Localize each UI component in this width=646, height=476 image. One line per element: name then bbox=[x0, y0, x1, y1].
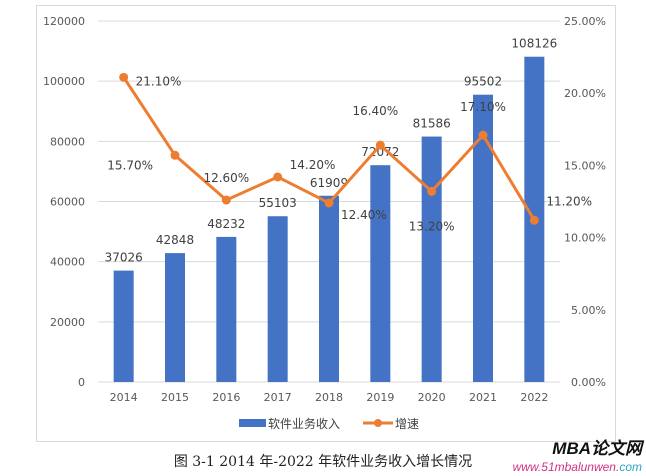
watermark-url: www.51mbalunwen.com bbox=[513, 460, 642, 474]
right-axis-tick: 20.00% bbox=[564, 87, 606, 100]
legend-line-label: 增速 bbox=[395, 417, 419, 431]
x-axis-tick: 2016 bbox=[212, 391, 240, 404]
growth-point bbox=[375, 140, 385, 150]
line-data-label: 12.40% bbox=[341, 208, 387, 222]
left-axis-tick: 60000 bbox=[50, 196, 85, 209]
legend-bar-label: 软件业务收入 bbox=[268, 416, 340, 431]
line-data-label: 11.20% bbox=[546, 194, 592, 208]
line-data-label: 12.60% bbox=[203, 171, 249, 185]
bar-data-label: 55103 bbox=[259, 196, 297, 210]
growth-point bbox=[221, 195, 231, 205]
left-axis-tick: 100000 bbox=[43, 75, 85, 88]
right-axis-tick: 0.00% bbox=[571, 376, 606, 389]
bar-data-label: 37026 bbox=[105, 251, 143, 265]
watermark-url-tld: com bbox=[619, 460, 642, 474]
bar-data-label: 48232 bbox=[207, 217, 245, 231]
right-axis-tick: 5.00% bbox=[571, 304, 606, 317]
line-data-label: 16.40% bbox=[352, 104, 398, 118]
line-data-label: 13.20% bbox=[409, 219, 455, 233]
growth-point bbox=[427, 186, 437, 196]
line-data-label: 21.10% bbox=[136, 74, 182, 88]
watermark-url-main: www.51mbalunwen. bbox=[512, 460, 620, 474]
figure-caption: 图 3-1 2014 年-2022 年软件业务收入增长情况 bbox=[173, 454, 473, 470]
x-axis-tick: 2021 bbox=[469, 391, 497, 404]
x-axis-tick: 2018 bbox=[315, 391, 343, 404]
bar-data-label: 42848 bbox=[156, 233, 194, 247]
right-axis-tick: 25.00% bbox=[564, 15, 606, 28]
right-axis-tick: 15.00% bbox=[564, 159, 606, 172]
bar-data-label: 108126 bbox=[511, 37, 557, 51]
x-axis-tick: 2015 bbox=[161, 391, 189, 404]
left-axis-tick: 20000 bbox=[50, 316, 85, 329]
watermark-logo: MBA论文网 bbox=[552, 439, 642, 458]
left-axis-tick: 40000 bbox=[50, 256, 85, 269]
bar bbox=[267, 216, 288, 382]
bar bbox=[370, 165, 391, 382]
legend-line-marker bbox=[374, 419, 382, 427]
bar-data-label: 61909 bbox=[310, 176, 348, 190]
bar bbox=[473, 94, 493, 382]
left-axis-tick: 0 bbox=[78, 376, 85, 389]
growth-point bbox=[170, 150, 180, 160]
growth-point bbox=[273, 172, 283, 182]
growth-point bbox=[478, 130, 488, 140]
x-axis-tick: 2022 bbox=[520, 391, 548, 404]
x-axis-tick: 2019 bbox=[366, 391, 394, 404]
chart-frame bbox=[36, 5, 616, 442]
growth-point bbox=[324, 198, 334, 208]
line-data-label: 15.70% bbox=[107, 158, 153, 172]
x-axis-tick: 2017 bbox=[264, 391, 292, 404]
bar bbox=[421, 136, 442, 382]
left-axis-tick: 120000 bbox=[43, 15, 85, 28]
x-axis-tick: 2014 bbox=[110, 391, 138, 404]
bar bbox=[319, 195, 339, 382]
bar bbox=[113, 270, 134, 382]
line-data-label: 17.10% bbox=[460, 100, 506, 114]
bar-data-label: 95502 bbox=[464, 75, 502, 89]
growth-point bbox=[529, 215, 539, 225]
right-axis-tick: 10.00% bbox=[564, 232, 606, 245]
legend-bar-swatch bbox=[239, 419, 266, 427]
bar bbox=[165, 253, 185, 382]
chart: 0 20000 40000 60000 80000 100000 120000 0.00% 5.… bbox=[43, 15, 606, 431]
left-axis-tick: 80000 bbox=[50, 135, 85, 148]
line-data-label: 14.20% bbox=[290, 158, 336, 172]
bar bbox=[216, 236, 237, 382]
growth-point bbox=[119, 72, 129, 82]
bar-data-label: 81586 bbox=[413, 117, 451, 131]
x-axis-tick: 2020 bbox=[418, 391, 446, 404]
